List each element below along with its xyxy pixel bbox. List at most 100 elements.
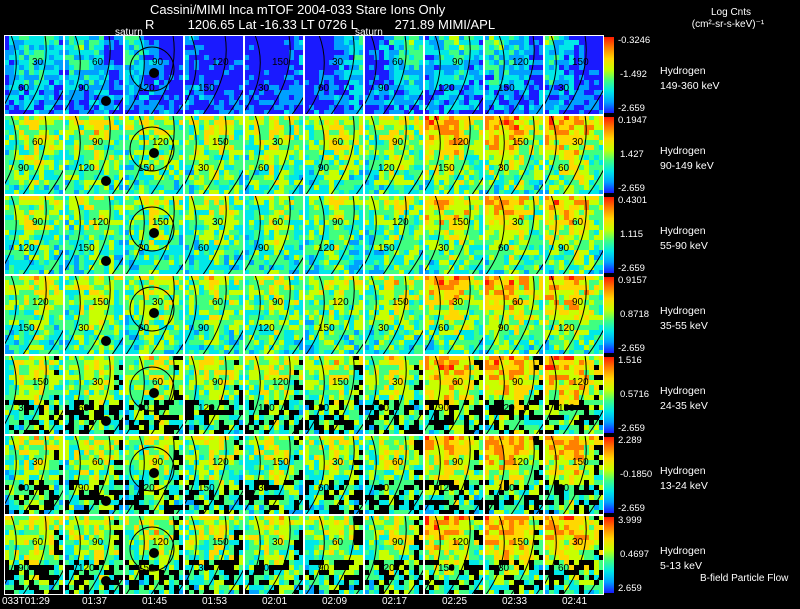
heatmap-cell: [84, 60, 89, 65]
heatmap-cell: [239, 170, 244, 175]
heatmap-cell: [289, 130, 294, 135]
heatmap-cell: [424, 60, 429, 65]
heatmap-cell: [249, 125, 254, 130]
heatmap-cell: [259, 50, 264, 55]
heatmap-cell: [94, 210, 99, 215]
heatmap-cell: [104, 170, 109, 175]
heatmap-cell: [334, 165, 339, 170]
heatmap-cell: [159, 90, 164, 95]
heatmap-cell: [29, 70, 34, 75]
heatmap-cell: [574, 140, 579, 145]
heatmap-cell: [334, 80, 339, 85]
field-line: [227, 247, 244, 275]
heatmap-cell: [259, 210, 264, 215]
heatmap-cell: [234, 140, 239, 145]
heatmap-cell: [559, 115, 564, 120]
heatmap-cell: [494, 160, 499, 165]
heatmap-cell: [369, 85, 374, 90]
heatmap-cell: [244, 50, 249, 55]
heatmap-cell: [524, 60, 529, 65]
heatmap-cell: [54, 50, 59, 55]
heatmap-cell: [199, 130, 204, 135]
heatmap-cell: [519, 125, 524, 130]
heatmap-cell: [314, 100, 319, 105]
heatmap-cell: [524, 185, 529, 190]
heatmap-cell: [4, 220, 9, 225]
heatmap-cell: [139, 70, 144, 75]
heatmap-cell: [249, 200, 254, 205]
heatmap-cell: [534, 120, 539, 125]
heatmap-cell: [389, 100, 394, 105]
heatmap-cell: [24, 250, 29, 255]
heatmap-cell: [209, 155, 214, 160]
heatmap-cell: [379, 105, 384, 110]
heatmap-cell: [159, 210, 164, 215]
heatmap-cell: [134, 50, 139, 55]
heatmap-cell: [404, 145, 409, 150]
heatmap-cell: [219, 215, 224, 220]
heatmap-cell: [259, 90, 264, 95]
heatmap-cell: [489, 180, 494, 185]
heatmap-cell: [449, 110, 454, 115]
heatmap-cell: [264, 120, 269, 125]
heatmap-cell: [449, 65, 454, 70]
heatmap-cell: [499, 100, 504, 105]
heatmap-cell: [289, 230, 294, 235]
field-line: [535, 101, 544, 115]
field-line: [47, 167, 64, 195]
heatmap-cell: [89, 120, 94, 125]
contour-label: 60: [318, 83, 330, 94]
heatmap-cell: [564, 60, 569, 65]
heatmap-cell: [424, 165, 429, 170]
heatmap-cell: [464, 120, 469, 125]
heatmap-cell: [229, 180, 234, 185]
heatmap-cell: [134, 115, 139, 120]
heatmap-cell: [349, 40, 354, 45]
heatmap-cell: [299, 270, 304, 275]
heatmap-cell: [119, 225, 124, 230]
heatmap-cell: [349, 95, 354, 100]
heatmap-panel: [4, 115, 64, 195]
heatmap-cell: [179, 235, 184, 240]
heatmap-cell: [369, 120, 374, 125]
heatmap-cell: [169, 120, 174, 125]
heatmap-cell: [574, 110, 579, 115]
heatmap-cell: [164, 205, 169, 210]
heatmap-cell: [419, 55, 424, 60]
heatmap-cell: [544, 45, 549, 50]
heatmap-cell: [374, 125, 379, 130]
heatmap-cell: [384, 55, 389, 60]
heatmap-cell: [284, 85, 289, 90]
heatmap-cell: [344, 55, 349, 60]
heatmap-cell: [274, 220, 279, 225]
heatmap-cell: [564, 130, 569, 135]
heatmap-cell: [214, 255, 219, 260]
heatmap-cell: [314, 45, 319, 50]
heatmap-cell: [144, 85, 149, 90]
heatmap-cell: [64, 210, 69, 215]
heatmap-cell: [189, 270, 194, 275]
heatmap-cell: [149, 265, 154, 270]
heatmap-cell: [259, 165, 264, 170]
heatmap-cell: [119, 235, 124, 240]
heatmap-cell: [304, 110, 309, 115]
heatmap-cell: [454, 165, 459, 170]
heatmap-cell: [39, 95, 44, 100]
heatmap-cell: [119, 90, 124, 95]
heatmap-cell: [589, 115, 594, 120]
heatmap-cell: [499, 90, 504, 95]
heatmap-cell: [349, 170, 354, 175]
heatmap-cell: [264, 190, 269, 195]
heatmap-cell: [459, 160, 464, 165]
heatmap-cell: [344, 170, 349, 175]
heatmap-cell: [54, 55, 59, 60]
heatmap-cell: [54, 255, 59, 260]
heatmap-cell: [444, 175, 449, 180]
heatmap-cell: [89, 100, 94, 105]
heatmap-cell: [299, 135, 304, 140]
heatmap-cell: [194, 125, 199, 130]
contour-label: 30: [272, 137, 284, 148]
heatmap-cell: [249, 230, 254, 235]
heatmap-cell: [69, 140, 74, 145]
heatmap-cell: [329, 150, 334, 155]
